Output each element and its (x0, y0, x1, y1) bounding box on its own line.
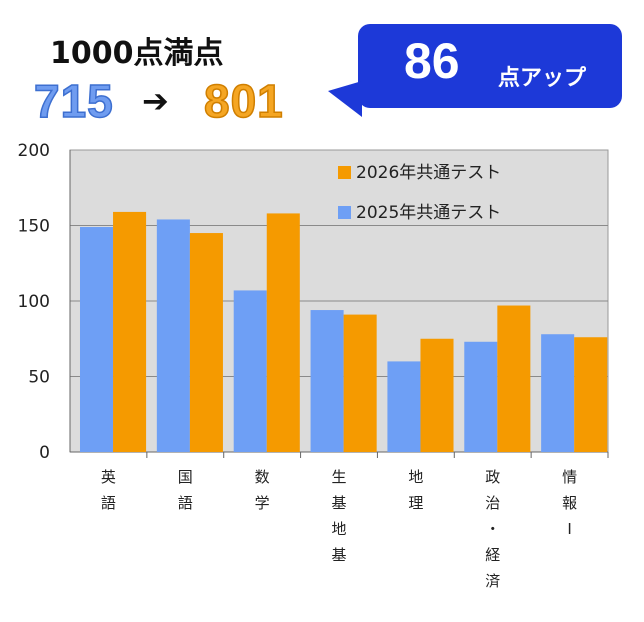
x-tick-label: 地 (331, 520, 346, 538)
bar-2025 (310, 310, 344, 452)
gain-callout: 86 点アップ (358, 24, 622, 108)
bar-2026 (113, 211, 147, 452)
x-tick-label: 地 (408, 468, 423, 486)
legend-swatch-2026 (338, 166, 351, 179)
y-tick-label: 50 (28, 368, 50, 388)
x-tick-label: 理 (408, 494, 423, 512)
bar-2026 (497, 305, 531, 452)
bar-2025 (464, 341, 498, 452)
x-tick-label: 学 (255, 494, 270, 512)
bar-2026 (343, 314, 377, 452)
bar-2025 (541, 334, 575, 452)
gain-value: 86 (404, 33, 460, 89)
x-tick-label: 済 (485, 572, 500, 590)
y-tick-label: 0 (39, 443, 50, 463)
score-after: 801 (203, 74, 284, 128)
arrow-right-icon: ➔ (142, 82, 169, 120)
legend-label-2026: 2026年共通テスト (356, 163, 501, 183)
score-before: 715 (33, 74, 114, 128)
x-tick-label: I (567, 520, 571, 538)
y-tick-label: 100 (18, 292, 50, 312)
x-tick-label: ・ (485, 520, 500, 538)
y-tick-label: 200 (18, 141, 50, 161)
bar-2025 (79, 227, 114, 452)
bar-2025 (156, 219, 190, 452)
y-tick-label: 150 (18, 217, 50, 237)
bar-2026 (189, 233, 223, 452)
bar-2026 (266, 213, 300, 452)
x-tick-label: 語 (101, 494, 116, 512)
x-tick-label: 英 (101, 468, 116, 486)
title: 1000点満点 (50, 36, 224, 71)
x-tick-label: 報 (562, 494, 577, 512)
x-tick-label: 生 (331, 468, 346, 486)
x-tick-label: 基 (331, 494, 346, 512)
x-tick-label: 語 (178, 494, 193, 512)
bar-2026 (420, 338, 454, 452)
x-tick-label: 情 (562, 468, 577, 486)
legend-swatch-2025 (338, 206, 351, 219)
x-tick-label: 国 (178, 468, 193, 486)
gain-label: 点アップ (498, 66, 587, 91)
x-tick-label: 経 (485, 546, 500, 564)
x-tick-label: 基 (331, 546, 346, 564)
x-tick-label: 治 (485, 494, 500, 512)
bar-2025 (387, 361, 421, 452)
bar-2025 (233, 290, 267, 452)
x-tick-label: 数 (255, 468, 270, 486)
x-tick-label: 政 (485, 468, 500, 486)
legend-label-2025: 2025年共通テスト (356, 203, 501, 223)
bar-2026 (574, 337, 608, 452)
